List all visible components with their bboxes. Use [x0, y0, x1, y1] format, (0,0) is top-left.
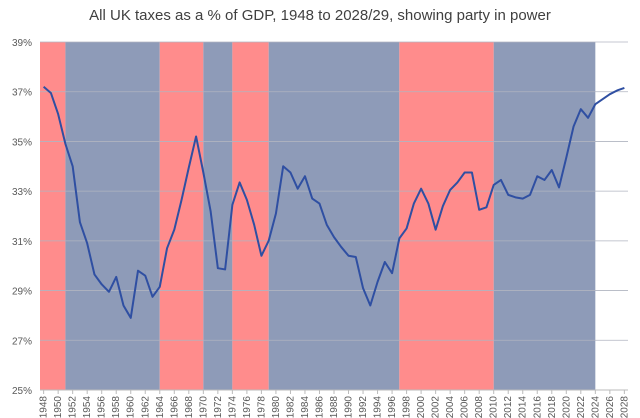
x-tick-label: 1992 [358, 396, 369, 418]
x-tick-label: 2020 [561, 396, 572, 418]
x-tick-label: 2008 [474, 396, 485, 418]
x-tick-label: 1960 [126, 396, 137, 418]
party-band [493, 42, 596, 390]
x-tick-label: 2006 [460, 396, 471, 418]
party-band [40, 42, 66, 390]
x-tick-label: 2010 [489, 396, 500, 418]
party-band [232, 42, 269, 390]
x-tick-label: 2028 [619, 396, 630, 418]
y-tick-label: 25% [12, 386, 32, 397]
y-tick-label: 33% [12, 187, 32, 198]
x-tick-label: 1948 [39, 396, 50, 418]
x-tick-label: 1986 [314, 396, 325, 418]
party-band [399, 42, 494, 390]
x-tick-label: 1976 [242, 396, 253, 418]
y-tick-label: 29% [12, 287, 32, 298]
x-tick-label: 1990 [344, 396, 355, 418]
x-tick-label: 2022 [576, 396, 587, 418]
x-tick-label: 1974 [227, 396, 238, 418]
x-tick-label: 2026 [605, 396, 616, 418]
y-tick-label: 35% [12, 137, 32, 148]
x-tick-label: 1994 [373, 396, 384, 418]
x-tick-label: 2024 [590, 396, 601, 418]
x-tick-label: 1980 [271, 396, 282, 418]
data-line [42, 85, 625, 319]
chart-title: All UK taxes as a % of GDP, 1948 to 2028… [89, 7, 551, 24]
x-tick-label: 1988 [329, 396, 340, 418]
x-tick-label: 1954 [82, 396, 93, 418]
x-tick-label: 1972 [213, 396, 224, 418]
x-tick-label: 1956 [97, 396, 108, 418]
x-tick-label: 2000 [416, 396, 427, 418]
x-tick-label: 1966 [169, 396, 180, 418]
x-tick-label: 1964 [155, 396, 166, 418]
x-tick-label: 1998 [402, 396, 413, 418]
y-tick-label: 37% [12, 88, 32, 99]
x-tick-label: 1950 [53, 396, 64, 418]
y-tick-label: 31% [12, 237, 32, 248]
x-tick-label: 1984 [300, 396, 311, 418]
y-tick-label: 27% [12, 336, 32, 347]
x-tick-label: 2004 [445, 396, 456, 418]
party-band [65, 42, 160, 390]
x-tick-label: 2018 [547, 396, 558, 418]
x-tick-label: 1952 [68, 396, 79, 418]
x-tick-label: 1962 [140, 396, 151, 418]
x-tick-label: 1978 [256, 396, 267, 418]
x-tick-label: 1970 [198, 396, 209, 418]
x-tick-label: 1958 [111, 396, 122, 418]
x-tick-label: 1968 [184, 396, 195, 418]
y-tick-label: 39% [12, 38, 32, 49]
x-tick-label: 2002 [431, 396, 442, 418]
x-tick-label: 2014 [518, 396, 529, 418]
party-band [268, 42, 400, 390]
x-tick-label: 2016 [532, 396, 543, 418]
x-tick-label: 2012 [503, 396, 514, 418]
x-tick-label: 1982 [285, 396, 296, 418]
x-tick-label: 1996 [387, 396, 398, 418]
party-band [159, 42, 204, 390]
party-band [203, 42, 233, 390]
